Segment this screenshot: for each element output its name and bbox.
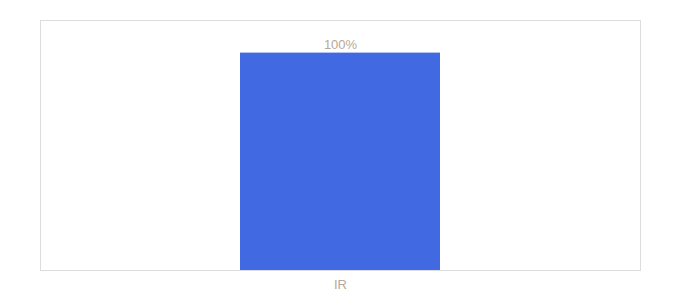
svg-text:IR: IR [334,277,347,292]
svg-text:100%: 100% [324,37,358,52]
